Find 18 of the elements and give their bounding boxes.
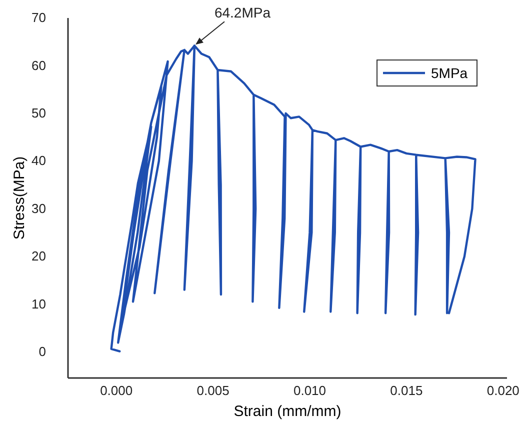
y-tick-label: 70 — [32, 10, 46, 26]
y-tick-label: 30 — [32, 200, 46, 216]
x-axis-title: Strain (mm/mm) — [234, 403, 342, 420]
line-series — [110, 44, 476, 352]
y-tick-label: 0 — [38, 344, 46, 359]
annotation: 64.2MPa — [214, 4, 271, 21]
y-axis-title: Stress(MPa) — [11, 156, 28, 240]
x-tick-label: 0.015 — [390, 383, 423, 398]
legend-label: 5MPa — [431, 65, 468, 81]
x-tick-label: 0.000 — [100, 383, 133, 398]
x-tick-label: 0.020 — [486, 383, 520, 398]
y-tick-label: 10 — [32, 296, 46, 312]
y-tick-label: 40 — [32, 153, 46, 168]
y-tick-label: 20 — [32, 248, 46, 264]
y-tick-label: 50 — [32, 106, 46, 121]
x-tick-label: 0.005 — [196, 383, 230, 398]
x-tick-label: 0.010 — [293, 383, 326, 398]
y-tick-label: 60 — [32, 58, 46, 73]
